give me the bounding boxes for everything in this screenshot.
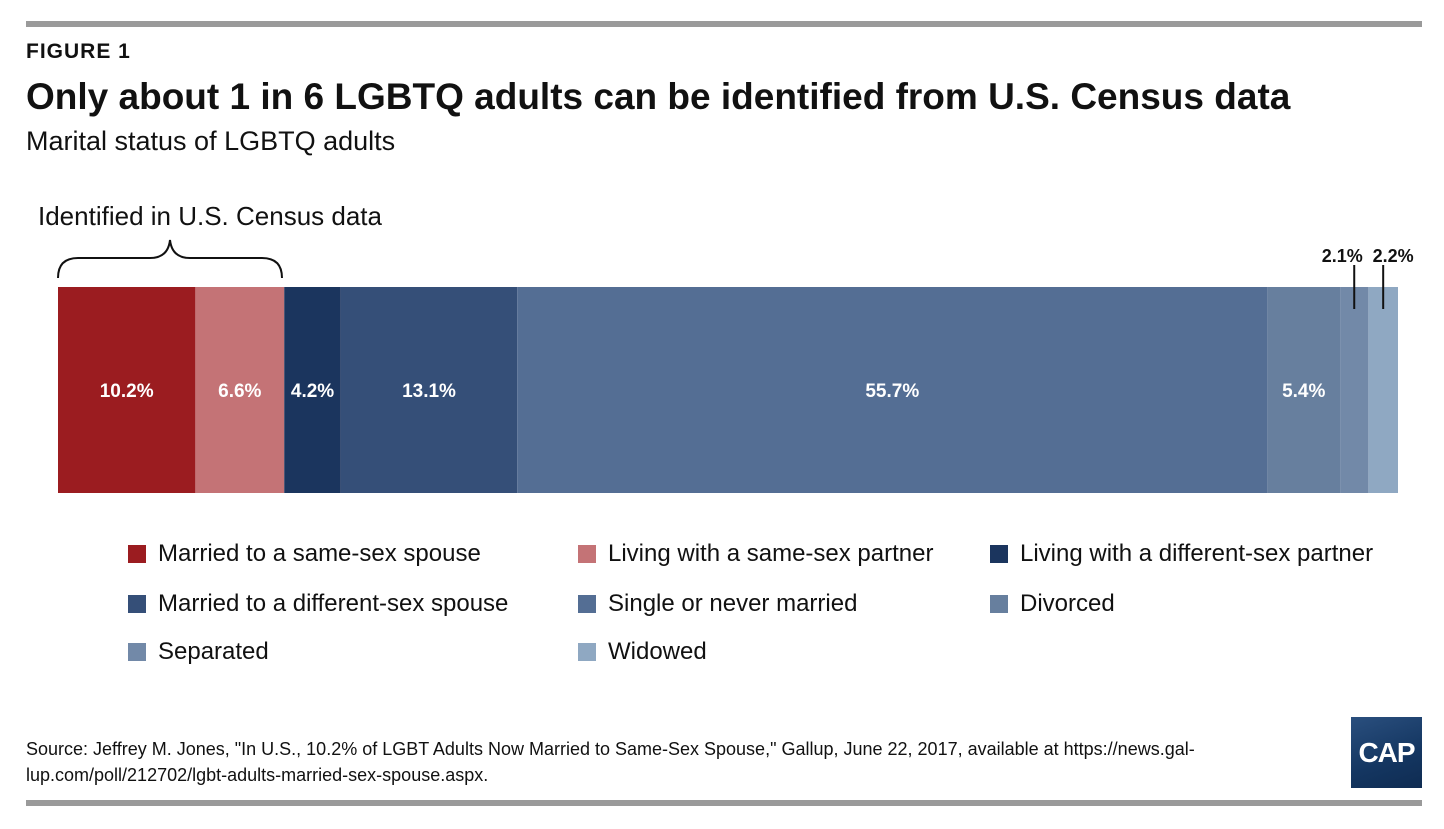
legend-item-8: Widowed bbox=[578, 638, 707, 666]
bar-segment-1 bbox=[58, 287, 196, 493]
legend-item-3: Living with a different-sex partner bbox=[990, 540, 1373, 568]
bar-segment-3 bbox=[284, 287, 341, 493]
bar-segment-2 bbox=[195, 287, 285, 493]
data-label-7: 2.1% bbox=[1322, 246, 1363, 266]
legend-label: Married to a same-sex spouse bbox=[158, 540, 481, 567]
legend-label: Separated bbox=[158, 638, 269, 665]
legend-label: Divorced bbox=[1020, 590, 1115, 617]
legend-swatch bbox=[128, 595, 146, 613]
legend-swatch bbox=[990, 545, 1008, 563]
data-label-4: 13.1% bbox=[402, 381, 456, 402]
legend-swatch bbox=[578, 595, 596, 613]
legend-swatch bbox=[578, 643, 596, 661]
legend-item-7: Separated bbox=[128, 638, 269, 666]
stacked-bar-chart: 10.2% 6.6% 4.2% 13.1% 55.7% 5.4% 2.1% 2.2% bbox=[57, 239, 1414, 493]
census-brace bbox=[57, 239, 283, 279]
source-note: Source: Jeffrey M. Jones, "In U.S., 10.2… bbox=[26, 739, 1195, 785]
legend-label: Widowed bbox=[608, 638, 707, 665]
data-label-3: 4.2% bbox=[291, 381, 334, 402]
legend-item-1: Married to a same-sex spouse bbox=[128, 540, 481, 568]
chart-title: Only about 1 in 6 LGBTQ adults can be id… bbox=[26, 76, 1291, 117]
bottom-rule bbox=[26, 800, 1422, 806]
bar-segment-6 bbox=[1267, 287, 1341, 493]
bar-segment-7 bbox=[1340, 287, 1369, 493]
census-annotation: Identified in U.S. Census data bbox=[38, 201, 382, 231]
bar-segment-4 bbox=[340, 287, 518, 493]
top-rule bbox=[26, 21, 1422, 27]
chart-legend: Married to a same-sex spouse Living with … bbox=[128, 540, 1418, 680]
legend-label: Single or never married bbox=[608, 590, 858, 617]
legend-item-2: Living with a same-sex partner bbox=[578, 540, 933, 568]
cap-logo: CAP bbox=[1351, 717, 1422, 788]
legend-item-6: Divorced bbox=[990, 590, 1115, 618]
logo-text: CAP bbox=[1358, 736, 1415, 768]
data-label-1: 10.2% bbox=[100, 381, 154, 402]
chart-subtitle: Marital status of LGBTQ adults bbox=[26, 126, 396, 156]
legend-label: Living with a same-sex partner bbox=[608, 540, 934, 567]
legend-label: Married to a different-sex spouse bbox=[158, 590, 509, 617]
legend-item-4: Married to a different-sex spouse bbox=[128, 590, 508, 618]
legend-swatch bbox=[578, 545, 596, 563]
legend-swatch bbox=[128, 643, 146, 661]
legend-swatch bbox=[990, 595, 1008, 613]
data-label-8: 2.2% bbox=[1373, 246, 1414, 266]
legend-label: Living with a different-sex partner bbox=[1020, 540, 1374, 567]
bar-segment-8 bbox=[1368, 287, 1398, 493]
legend-item-5: Single or never married bbox=[578, 590, 857, 618]
data-label-6: 5.4% bbox=[1282, 381, 1325, 402]
data-label-5: 55.7% bbox=[865, 381, 919, 402]
bar-segment-5 bbox=[517, 287, 1268, 493]
figure-label: FIGURE 1 bbox=[26, 40, 131, 63]
legend-swatch bbox=[128, 545, 146, 563]
data-label-2: 6.6% bbox=[218, 381, 261, 402]
